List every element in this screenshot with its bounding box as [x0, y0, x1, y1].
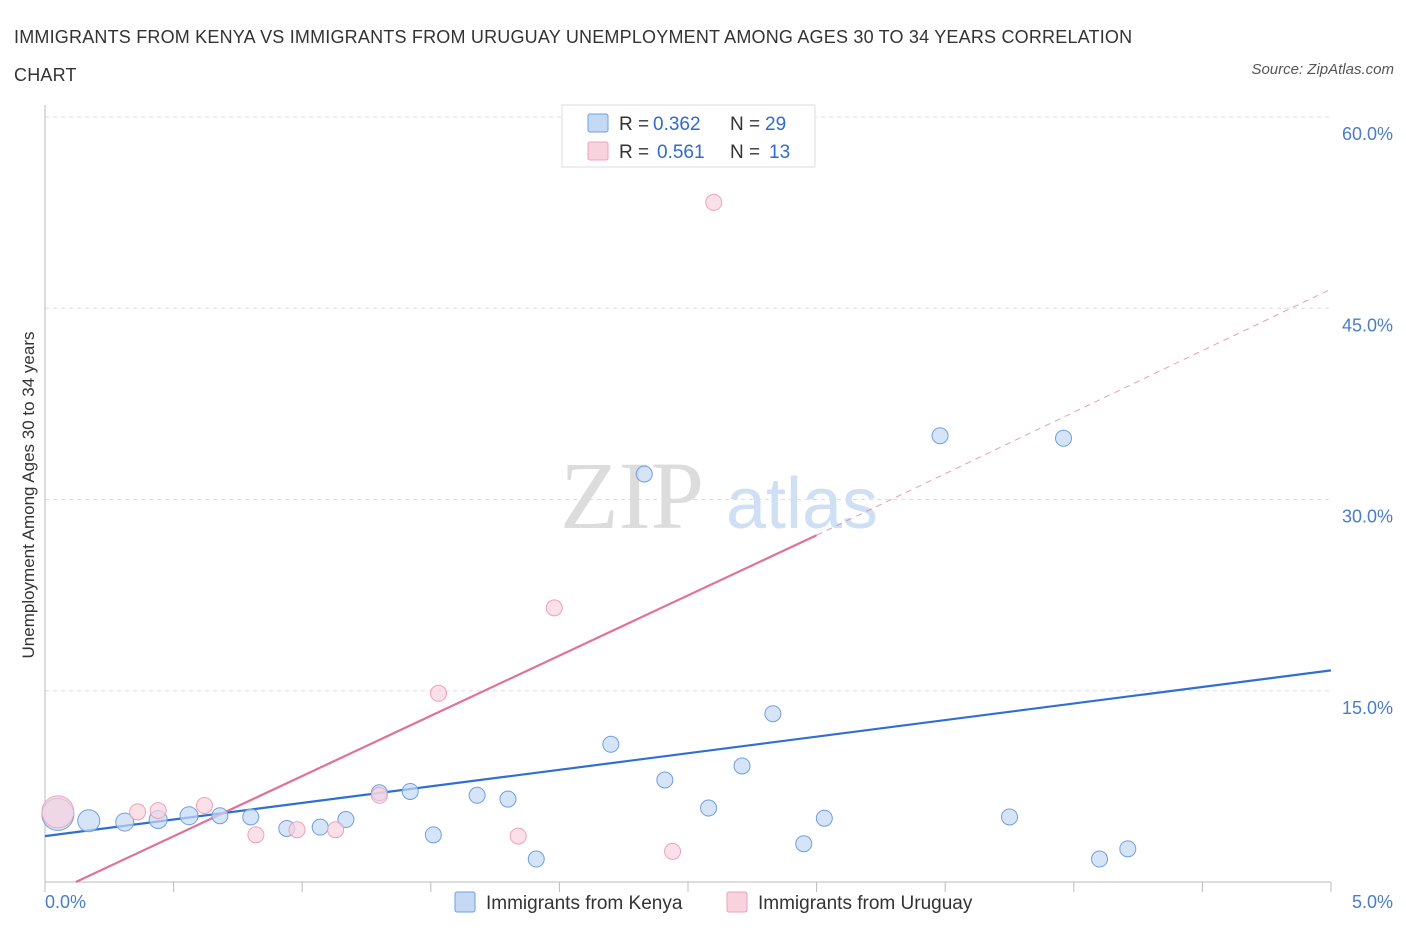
point-uruguay-3 [195, 797, 213, 814]
bottom-legend: Immigrants from Kenya Immigrants from Ur… [454, 891, 973, 914]
legend-r-value-kenya: 0.362 [653, 114, 701, 135]
point-kenya-22 [795, 835, 813, 853]
point-kenya-25 [1001, 808, 1018, 826]
point-kenya-9 [337, 811, 355, 829]
bottom-legend-label-kenya: Immigrants from Kenya [486, 893, 683, 914]
legend-swatch-kenya [587, 113, 609, 133]
y-axis-label: Unemployment Among Ages 30 to 34 years [19, 332, 38, 659]
point-kenya-23 [815, 809, 833, 827]
bottom-legend-swatch-uruguay [726, 891, 748, 913]
legend-n-value-uruguay: 13 [769, 142, 790, 163]
axes [44, 105, 1332, 892]
watermark-atlas: atlas [726, 464, 878, 544]
source-label: Source: ZipAtlas.com [1251, 61, 1394, 78]
point-kenya-16 [602, 735, 620, 753]
grid-lines [45, 116, 1331, 692]
trend-line-extension-uruguay [816, 288, 1332, 536]
legend-r-value-uruguay: 0.561 [657, 142, 705, 163]
point-uruguay-10 [545, 599, 563, 617]
point-kenya-11 [401, 782, 419, 800]
y-tick-label-15: 15.0% [1342, 698, 1393, 718]
point-kenya-21 [764, 705, 782, 723]
point-kenya-13 [468, 786, 486, 804]
point-uruguay-11 [664, 842, 682, 860]
point-kenya-12 [424, 826, 442, 844]
data-points [41, 193, 1137, 868]
point-kenya-19 [700, 799, 718, 817]
point-kenya-17 [635, 465, 653, 483]
axis-labels: 15.0% 30.0% 45.0% 60.0% 0.0% 5.0% [45, 124, 1393, 912]
bottom-legend-label-uruguay: Immigrants from Uruguay [758, 893, 973, 914]
point-kenya-8 [311, 818, 329, 836]
point-kenya-5 [211, 807, 229, 825]
point-kenya-4 [179, 806, 199, 826]
point-kenya-18 [656, 771, 674, 789]
point-uruguay-1 [129, 803, 147, 821]
point-kenya-6 [242, 808, 260, 826]
top-legend: R = 0.362 N = 29 R = 0.561 N = 13 [561, 104, 816, 168]
chart-title: IMMIGRANTS FROM KENYA VS IMMIGRANTS FROM… [14, 27, 1133, 85]
point-kenya-20 [733, 757, 751, 775]
trend-line-uruguay [75, 534, 818, 883]
point-kenya-15 [527, 850, 545, 868]
point-kenya-2 [115, 812, 135, 832]
point-uruguay-6 [327, 821, 345, 839]
point-kenya-28 [1119, 840, 1137, 858]
bottom-legend-swatch-kenya [454, 891, 476, 913]
legend-r-label-kenya: R = [619, 114, 649, 135]
point-kenya-27 [1091, 850, 1109, 868]
y-tick-label-30: 30.0% [1342, 507, 1393, 527]
point-uruguay-9 [509, 827, 527, 845]
legend-n-value-kenya: 29 [765, 114, 786, 135]
point-uruguay-8 [430, 684, 448, 702]
watermark-zip: ZIP [560, 442, 704, 549]
point-kenya-26 [1055, 429, 1073, 447]
trend-lines [44, 288, 1332, 883]
point-uruguay-5 [288, 821, 306, 839]
y-tick-label-45: 45.0% [1342, 315, 1393, 335]
legend-r-label-uruguay: R = [619, 142, 649, 163]
point-uruguay-7 [370, 786, 388, 804]
legend-n-label-uruguay: N = [730, 142, 760, 163]
point-kenya-14 [499, 790, 517, 808]
point-uruguay-12 [705, 193, 723, 211]
point-kenya-24 [931, 427, 949, 445]
y-tick-label-60: 60.0% [1342, 124, 1393, 144]
trend-line-kenya [44, 669, 1332, 838]
point-uruguay-2 [149, 802, 167, 820]
legend-swatch-uruguay [587, 141, 609, 161]
point-kenya-1 [77, 809, 101, 833]
x-tick-label-max: 5.0% [1352, 892, 1393, 912]
legend-n-label-kenya: N = [730, 114, 760, 135]
point-uruguay-4 [247, 826, 265, 844]
x-tick-label-min: 0.0% [45, 892, 86, 912]
point-uruguay-0 [41, 795, 75, 829]
